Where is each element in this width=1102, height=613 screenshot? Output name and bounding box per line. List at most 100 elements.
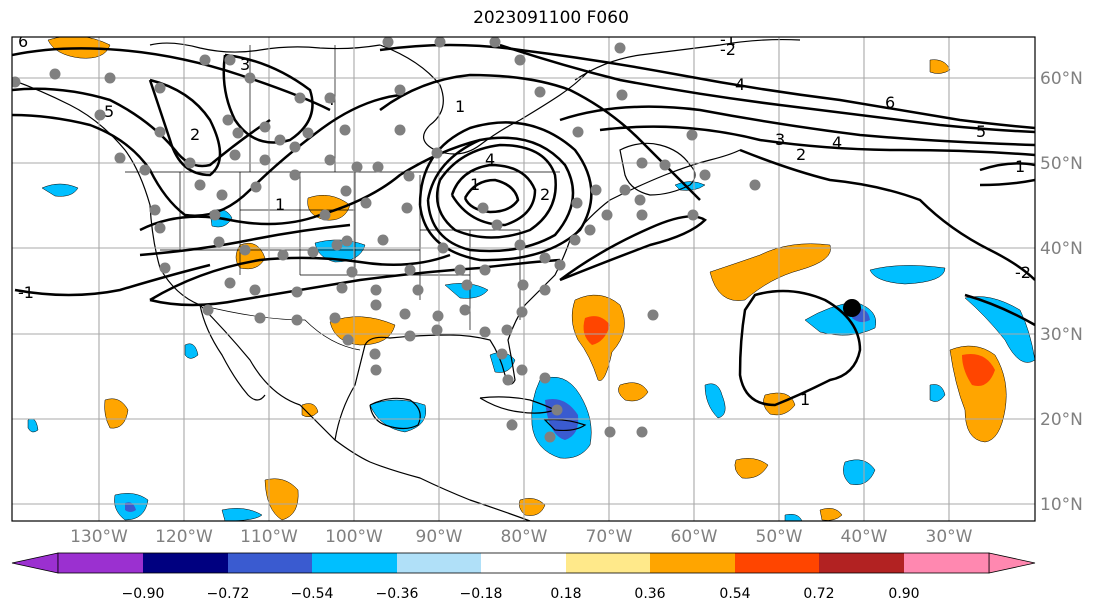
station-dot	[339, 124, 351, 136]
colorbar-segment	[735, 553, 819, 573]
station-dot	[232, 127, 244, 139]
lon-label: 130°W	[70, 527, 128, 547]
station-dot	[329, 312, 341, 324]
station-dot	[584, 224, 596, 236]
lat-label: 50°N	[1040, 154, 1083, 174]
station-dot	[571, 197, 583, 209]
contour-label: 1	[800, 390, 810, 409]
station-dot	[341, 235, 353, 247]
lon-label: 80°W	[501, 527, 548, 547]
station-dot	[401, 202, 413, 214]
contour-lines	[12, 43, 1035, 407]
station-dot	[154, 82, 166, 94]
station-dot	[516, 364, 528, 376]
colorbar-tick-label: 0.90	[888, 586, 919, 602]
anomaly-blob	[307, 194, 351, 221]
station-dot	[404, 264, 416, 276]
colorbar-segment	[312, 553, 397, 573]
station-dot	[324, 154, 336, 166]
station-dot	[394, 84, 406, 96]
anomaly-blob	[843, 459, 876, 485]
station-dot	[12, 76, 21, 88]
contour-label: 1	[455, 97, 465, 116]
station-dot	[331, 239, 343, 251]
highlight-marker	[843, 299, 861, 317]
station-dot	[254, 312, 266, 324]
station-dot	[437, 242, 449, 254]
colorbar-segment	[58, 553, 143, 573]
station-dot	[224, 54, 236, 66]
colorbar-segment	[904, 553, 989, 573]
station-dot	[319, 209, 331, 221]
colorbar-tick-label: −0.18	[460, 586, 503, 602]
contour-label: 1	[470, 175, 480, 194]
contour-label: 5	[104, 102, 114, 121]
station-dot	[216, 189, 228, 201]
station-dot	[412, 284, 424, 296]
station-dot	[432, 310, 444, 322]
station-dot	[154, 126, 166, 138]
anomaly-blob	[618, 382, 649, 402]
station-dot	[634, 194, 646, 206]
station-dot	[514, 239, 526, 251]
colorbar-segment	[650, 553, 735, 573]
station-dot	[370, 364, 382, 376]
colorbar-over-triangle	[988, 552, 1036, 574]
station-dot	[139, 164, 151, 176]
station-dot	[229, 149, 241, 161]
contour-label: 2	[190, 125, 200, 144]
station-dot	[291, 314, 303, 326]
station-dot	[616, 89, 628, 101]
station-dot	[244, 72, 256, 84]
colorbar-tick-label: 0.18	[550, 586, 581, 602]
contour-label-group: 6 5 4 3 2 1 -1 -2 4 6 5 4 3 2 1 1 1 -2 -…	[18, 30, 1031, 409]
station-dot	[461, 279, 473, 291]
station-dot	[277, 249, 289, 261]
station-dot	[636, 426, 648, 438]
colorbar-under-triangle	[11, 552, 59, 574]
station-dot	[539, 372, 551, 384]
lon-label: 30°W	[926, 527, 973, 547]
contour-label: 4	[735, 75, 745, 94]
contour-label: 6	[885, 93, 895, 112]
anomaly-blob	[104, 398, 129, 429]
station-dot	[222, 114, 234, 126]
station-dot	[291, 286, 303, 298]
anomaly-blob	[41, 183, 79, 197]
coastlines	[12, 38, 801, 521]
station-dot	[569, 234, 581, 246]
station-dot	[554, 259, 566, 271]
map-area: 6 5 4 3 2 1 -1 -2 4 6 5 4 3 2 1 1 1 -2 -…	[12, 30, 1035, 521]
station-dot	[346, 266, 358, 278]
station-dot	[307, 246, 319, 258]
colorbar-tick-label: −0.36	[376, 586, 419, 602]
contour-label: -1	[720, 30, 736, 49]
station-dot	[459, 304, 471, 316]
lon-label: 90°W	[416, 527, 463, 547]
station-dot	[454, 264, 466, 276]
lon-label: 60°W	[671, 527, 718, 547]
anomaly-blob	[784, 514, 803, 521]
lat-label: 20°N	[1040, 410, 1083, 430]
station-dot	[431, 324, 443, 336]
station-dot	[274, 134, 286, 146]
contour-label: 5	[976, 122, 986, 141]
station-dot	[614, 42, 626, 54]
station-dot	[516, 306, 528, 318]
colorbar-segment	[228, 553, 312, 573]
station-dot	[431, 147, 443, 159]
station-dot	[489, 37, 501, 48]
station-dot	[399, 308, 411, 320]
colorbar-segment	[397, 553, 481, 573]
chart-title: 2023091100 F060	[473, 8, 629, 28]
station-dot	[479, 326, 491, 338]
station-dot	[382, 37, 394, 48]
station-dot	[517, 279, 529, 291]
anomaly-blob	[819, 508, 843, 521]
station-dot	[370, 299, 382, 311]
station-dot	[154, 222, 166, 234]
station-dot	[213, 236, 225, 248]
contour-label: 3	[775, 130, 785, 149]
station-dot	[496, 348, 508, 360]
